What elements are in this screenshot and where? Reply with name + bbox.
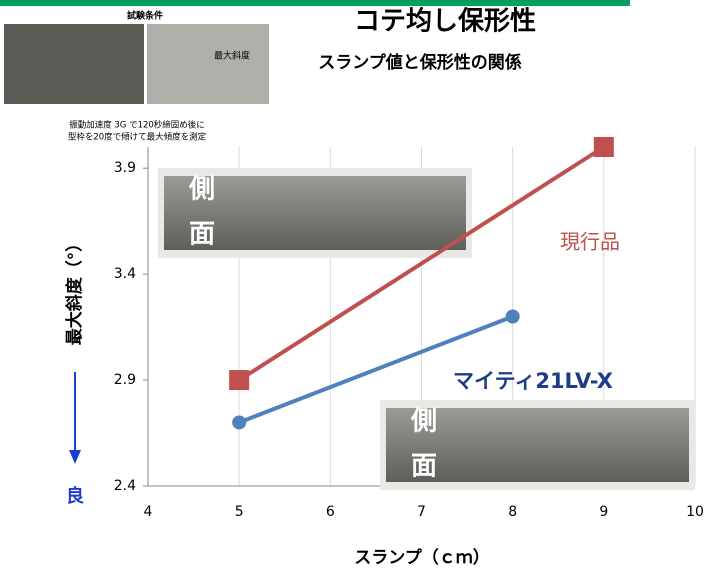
inset-note: 型枠を20度で傾けて最大傾度を測定 (68, 132, 207, 143)
y-tick-label: 3.9 (114, 160, 136, 176)
marker (229, 370, 250, 391)
chart-subtitle: スランプ値と保形性の関係 (318, 52, 522, 73)
chart-title: コテ均し保形性 (354, 7, 536, 37)
inset-note: 振動加速度 3G で120秒締固め後に (69, 120, 205, 131)
inset-photo-label: 最大斜度 (214, 50, 250, 62)
series-label: マイティ21LV-X (453, 369, 613, 393)
series-label: 現行品 (560, 230, 620, 254)
y-tick-label: 2.4 (114, 478, 136, 494)
x-tick-label: 8 (508, 504, 517, 520)
direction-label: 良 (66, 485, 84, 507)
inset-photo (147, 24, 269, 104)
inset: 試験条件 最大斜度 振動加速度 3G で120秒締固め後に 型枠を20度で傾けて… (4, 10, 269, 143)
y-tick-label: 3.4 (114, 266, 136, 282)
marker (232, 415, 247, 430)
x-tick-label: 9 (599, 504, 608, 520)
photo-label: 面 (411, 452, 437, 482)
inset-photo (4, 24, 144, 104)
photo-label: 面 (189, 220, 215, 250)
series-line (238, 314, 514, 425)
photo-specimen (164, 176, 466, 250)
x-tick-label: 5 (235, 504, 244, 520)
marker (593, 137, 614, 157)
photo-label: 側 (188, 175, 215, 205)
top-bar (0, 0, 630, 6)
photo-specimen (386, 408, 689, 482)
x-tick-label: 7 (417, 504, 426, 520)
y-axis-label: 最大斜度（°） (64, 235, 85, 346)
x-axis-label: スランプ（ｃｍ） (354, 547, 490, 568)
marker (505, 309, 520, 324)
series-line (238, 145, 605, 382)
x-tick-label: 6 (326, 504, 335, 520)
x-tick-label: 4 (144, 504, 153, 520)
photo-label: 側 (410, 407, 437, 437)
direction-arrow-head (69, 450, 81, 464)
y-tick-label: 2.9 (114, 372, 136, 388)
x-tick-label: 10 (686, 504, 704, 520)
inset-title: 試験条件 (127, 10, 163, 22)
